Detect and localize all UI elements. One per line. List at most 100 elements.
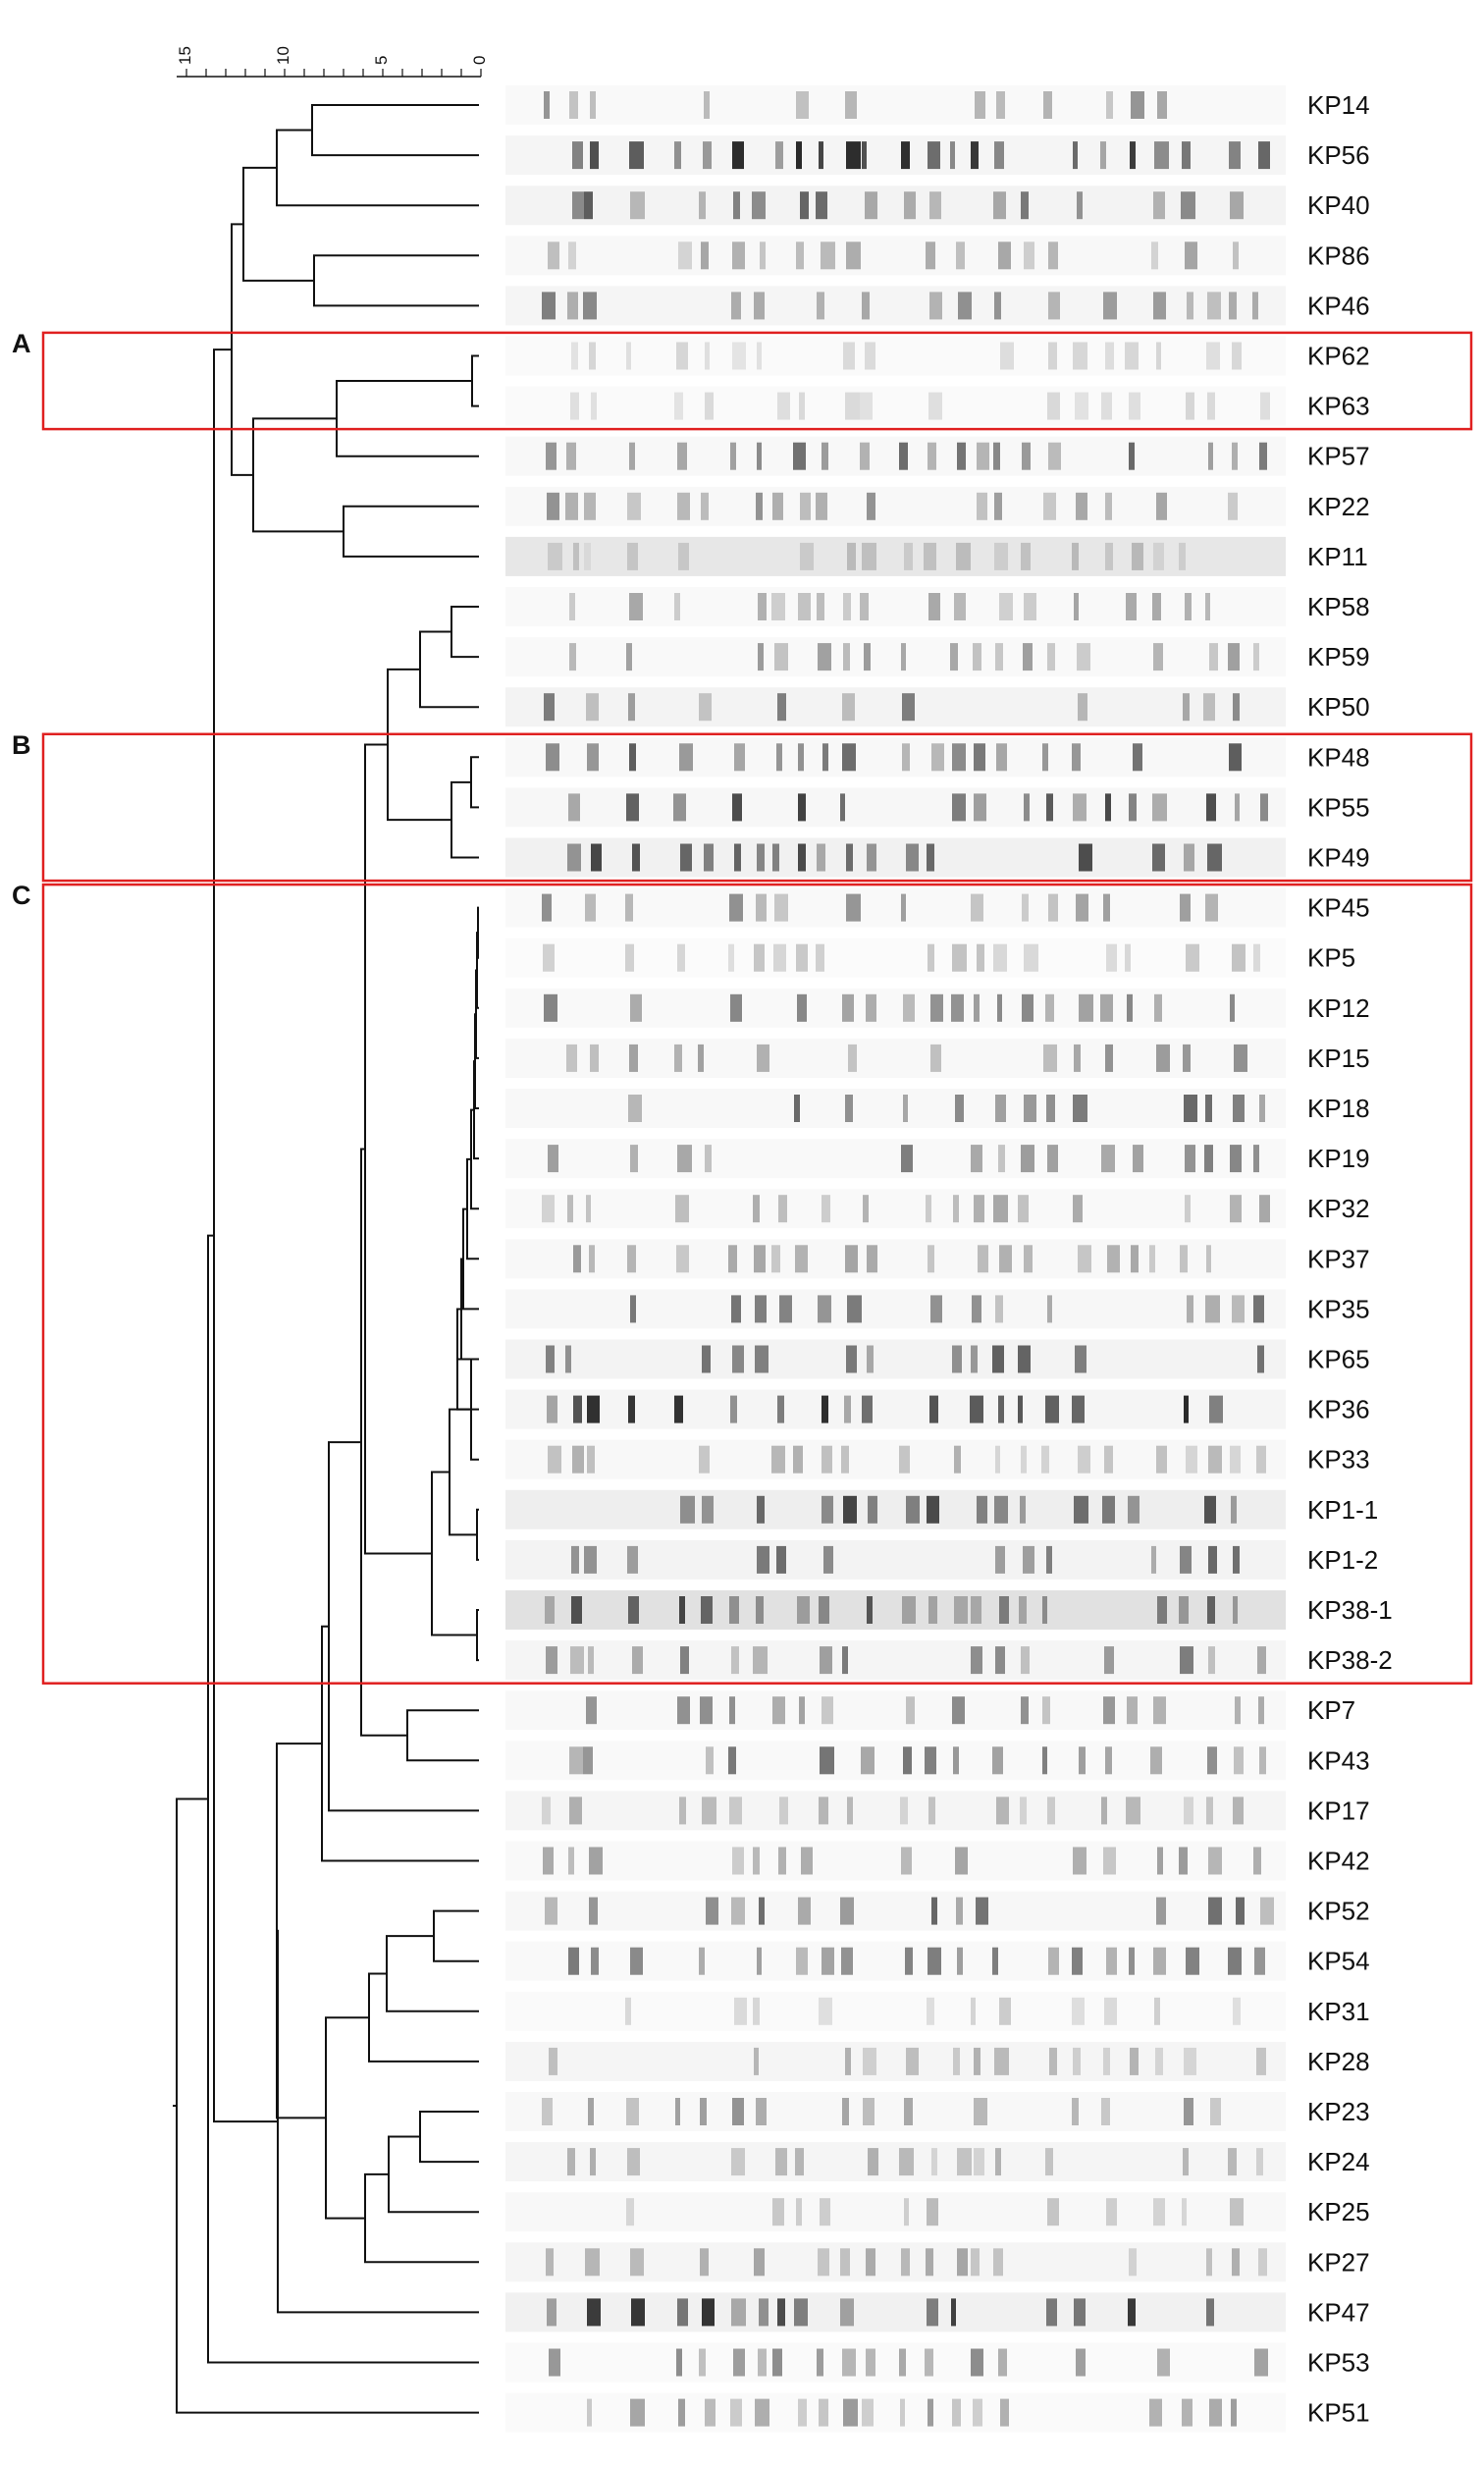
gel-band xyxy=(1180,1245,1188,1273)
gel-band xyxy=(588,1646,594,1675)
gel-band xyxy=(771,1245,780,1273)
gel-band xyxy=(701,241,709,270)
dendrogram-branch xyxy=(176,1797,479,2414)
gel-band xyxy=(546,2248,554,2277)
gel-band xyxy=(676,342,688,370)
gel-lane xyxy=(505,286,1286,326)
dendrogram-branch xyxy=(277,1929,479,2314)
gel-band xyxy=(705,2398,716,2427)
gel-band xyxy=(903,993,915,1022)
strain-label: KP35 xyxy=(1307,1294,1370,1323)
gel-band xyxy=(590,2148,596,2176)
gel-band xyxy=(757,1947,762,1975)
strain-label: KP25 xyxy=(1307,2197,1370,2226)
gel-band xyxy=(822,1195,830,1223)
gel-band xyxy=(995,643,1003,671)
gel-band xyxy=(729,893,743,922)
gel-band xyxy=(867,492,875,520)
gel-band xyxy=(863,1195,869,1223)
gel-band xyxy=(1127,1696,1138,1725)
gel-band xyxy=(1076,492,1087,520)
gel-band xyxy=(845,2047,851,2075)
gel-lane xyxy=(505,386,1286,426)
gel-band xyxy=(544,693,555,722)
gel-band xyxy=(993,442,1000,470)
gel-band xyxy=(928,2398,933,2427)
gel-band xyxy=(627,2148,640,2176)
gel-band xyxy=(1150,1746,1162,1775)
gel-band xyxy=(754,943,765,972)
gel-band xyxy=(1229,743,1242,772)
gel-band xyxy=(627,542,638,570)
gel-band xyxy=(733,191,740,220)
gel-lane xyxy=(505,2342,1286,2383)
gel-band xyxy=(1181,191,1195,220)
strain-label: KP50 xyxy=(1307,692,1370,722)
gel-band xyxy=(680,1495,695,1524)
gel-band xyxy=(753,1195,760,1223)
gel-lane-background xyxy=(505,2342,1286,2383)
gel-band xyxy=(1021,1646,1030,1675)
strain-label: KP36 xyxy=(1307,1395,1370,1424)
gel-band xyxy=(904,2098,913,2125)
gel-band xyxy=(900,2398,905,2427)
dendrogram-branch xyxy=(364,2172,479,2264)
gel-band xyxy=(1074,1495,1088,1524)
gel-band xyxy=(1235,793,1240,822)
gel-lane-background xyxy=(505,1139,1286,1179)
gel-band xyxy=(954,593,966,620)
gel-band xyxy=(954,1596,968,1624)
gel-band xyxy=(844,1395,851,1423)
dendrogram-branch xyxy=(343,505,479,558)
gel-band xyxy=(1208,1646,1215,1675)
gel-band xyxy=(1206,2298,1214,2327)
gel-lane xyxy=(505,236,1286,276)
gel-band xyxy=(901,2248,910,2277)
strain-label: KP11 xyxy=(1307,542,1368,571)
gel-band xyxy=(705,1145,712,1173)
gel-band xyxy=(860,392,873,420)
strain-label: KP5 xyxy=(1307,943,1355,973)
gel-band xyxy=(1153,643,1163,671)
gel-band xyxy=(978,1245,988,1273)
gel-band xyxy=(1103,1847,1116,1875)
gel-band xyxy=(954,1445,961,1474)
gel-band xyxy=(732,342,746,370)
gel-lane-background xyxy=(505,1389,1286,1429)
gel-band xyxy=(1229,141,1241,170)
gel-lane-background xyxy=(505,486,1286,526)
gel-band xyxy=(1253,1847,1261,1875)
gel-band xyxy=(842,693,855,722)
dendrogram-branch xyxy=(207,1234,479,2364)
gel-band xyxy=(1209,2398,1222,2427)
gel-band xyxy=(1125,342,1139,370)
gel-band xyxy=(702,1345,711,1373)
gel-band xyxy=(547,1395,557,1423)
gel-band xyxy=(1106,943,1117,972)
gel-band xyxy=(572,1445,584,1474)
gel-band xyxy=(1153,1696,1166,1725)
gel-lane xyxy=(505,1389,1286,1429)
gel-band xyxy=(817,843,825,872)
gel-band xyxy=(995,2148,1001,2176)
gel-lane-background xyxy=(505,787,1286,828)
gel-band xyxy=(677,442,687,470)
gel-band xyxy=(570,1646,584,1675)
gel-band xyxy=(730,993,742,1022)
gel-band xyxy=(998,1395,1004,1423)
gel-band xyxy=(1187,292,1193,320)
gel-band xyxy=(1207,292,1221,320)
gel-band xyxy=(1105,1044,1113,1072)
gel-band xyxy=(1206,2248,1212,2277)
gel-band xyxy=(728,1746,736,1775)
gel-lane-background xyxy=(505,2392,1286,2433)
gel-band xyxy=(993,1195,1008,1223)
gel-band xyxy=(993,2248,1003,2277)
gel-band xyxy=(548,542,562,570)
gel-band xyxy=(1208,1897,1222,1925)
dendrogram-branch xyxy=(276,129,479,207)
gel-band xyxy=(974,1195,984,1223)
gel-band xyxy=(842,743,856,772)
gel-band xyxy=(626,793,639,822)
